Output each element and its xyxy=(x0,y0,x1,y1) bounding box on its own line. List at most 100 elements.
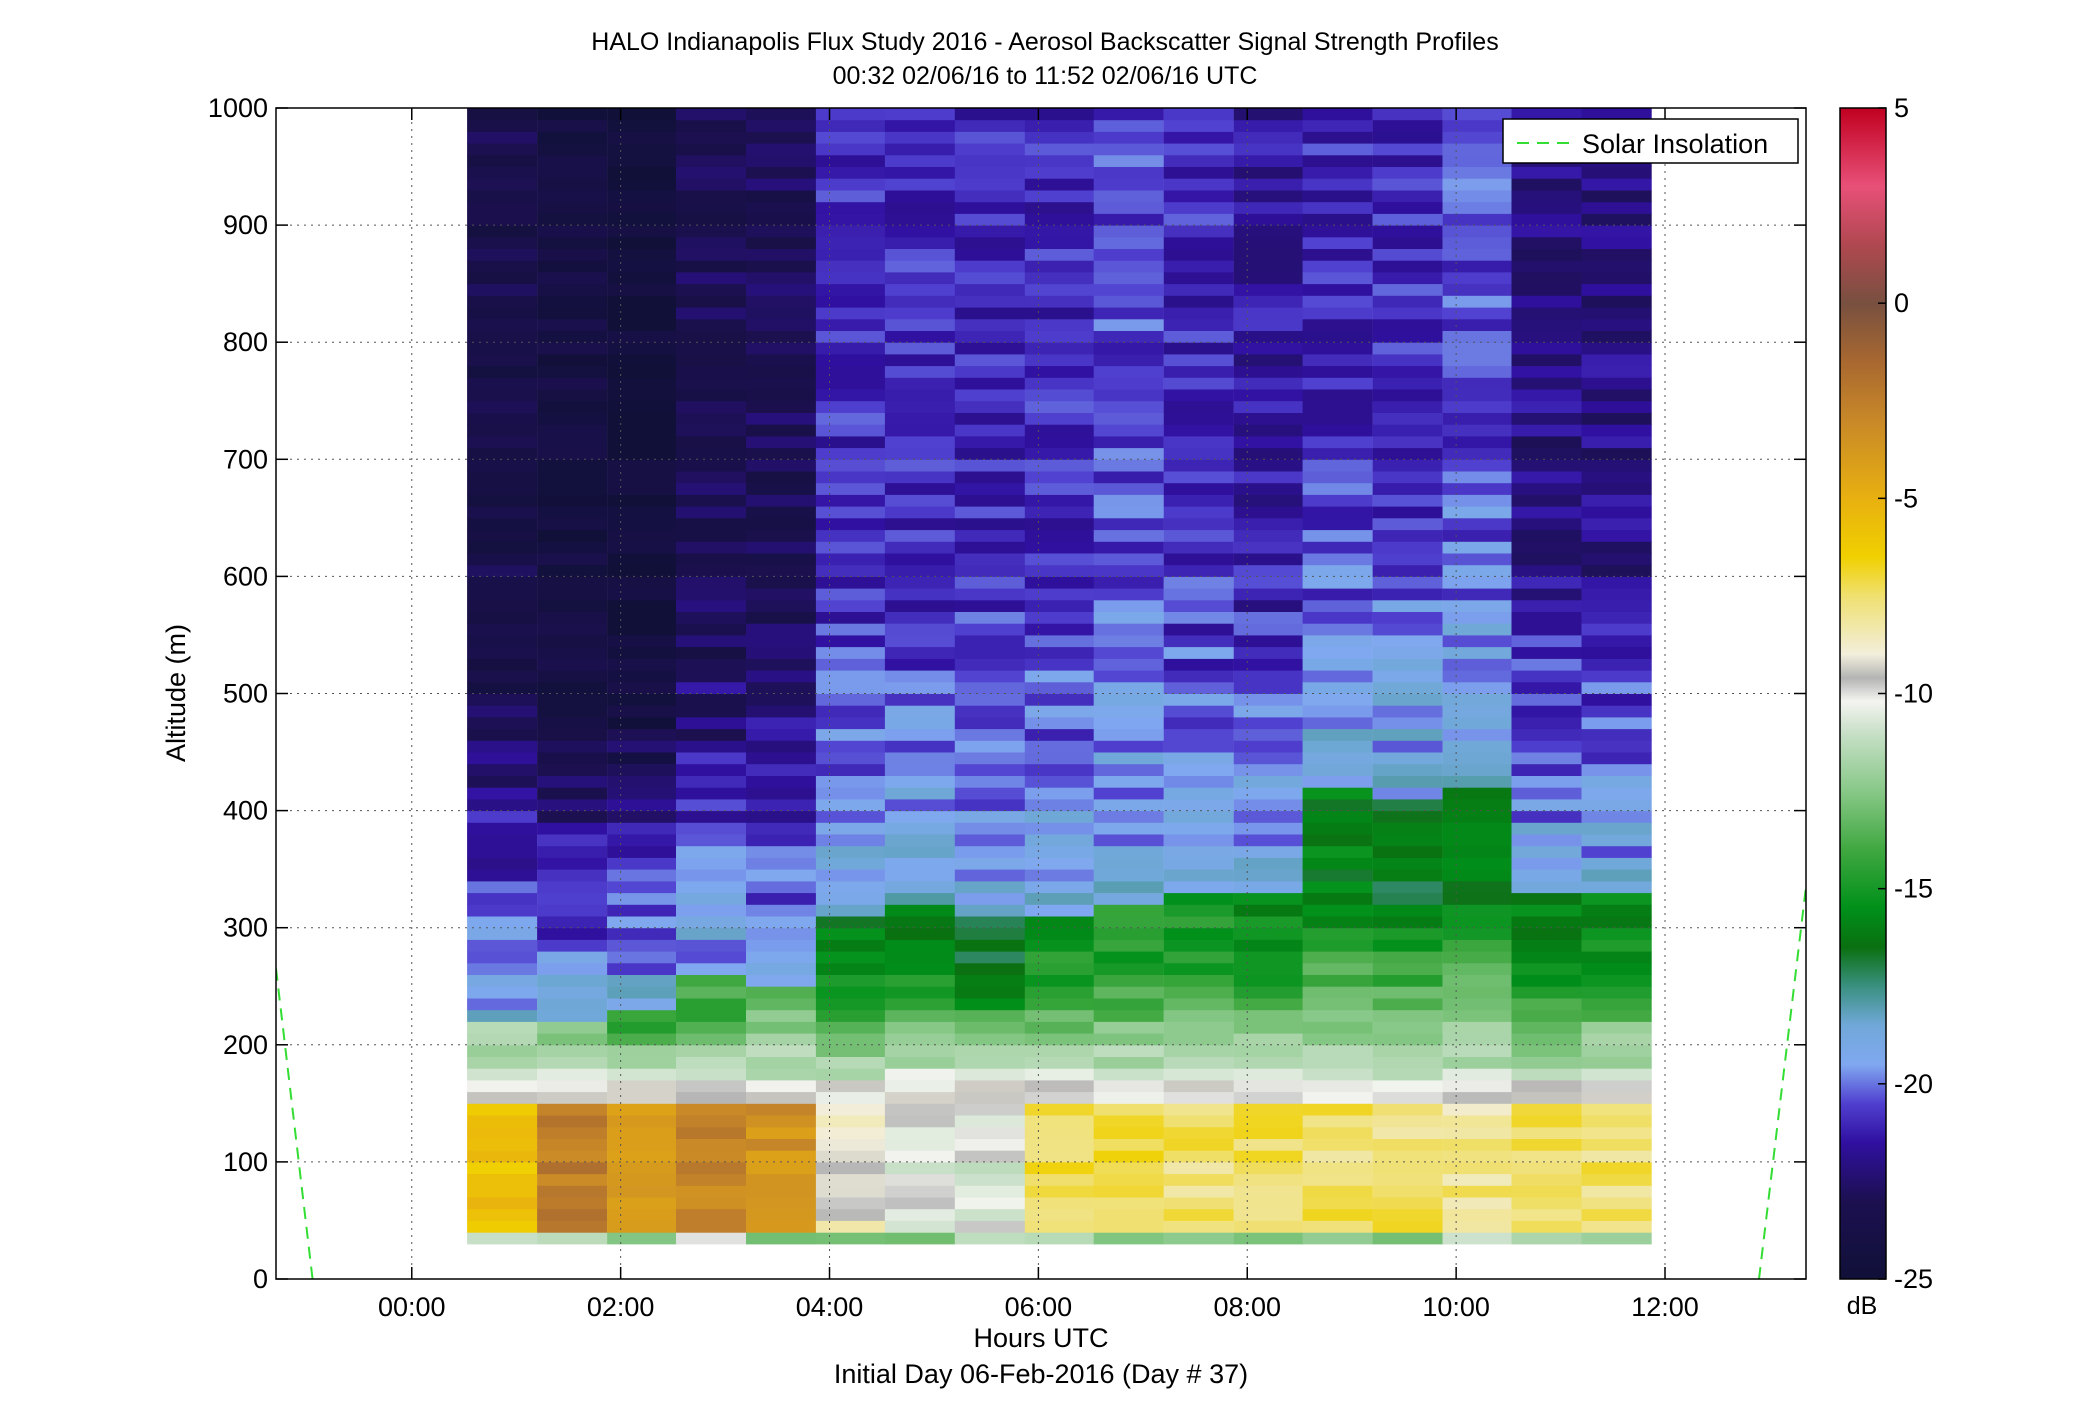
heatmap-cell xyxy=(537,634,608,648)
heatmap-cell xyxy=(884,611,956,624)
heatmap-cell xyxy=(1024,599,1095,612)
heatmap-cell xyxy=(1163,904,1234,917)
heatmap-cell xyxy=(1302,412,1373,425)
heatmap-cell xyxy=(1372,1197,1443,1210)
heatmap-cell xyxy=(607,1197,678,1210)
heatmap-cell xyxy=(1302,986,1373,999)
heatmap-cell xyxy=(1581,330,1652,343)
heatmap-cell xyxy=(1093,271,1164,285)
heatmap-cell xyxy=(954,927,1025,940)
heatmap-cell xyxy=(676,670,747,683)
heatmap-cell xyxy=(1372,892,1443,905)
heatmap-cell xyxy=(746,318,817,331)
heatmap-cell xyxy=(1163,236,1234,249)
heatmap-cell xyxy=(1442,1115,1513,1128)
heatmap-cell xyxy=(1233,986,1304,999)
heatmap-cell xyxy=(1581,1161,1652,1175)
heatmap-cell xyxy=(1233,588,1304,601)
heatmap-cell xyxy=(954,236,1025,249)
heatmap-cell xyxy=(884,728,956,741)
heatmap-cell xyxy=(1163,1091,1234,1104)
heatmap-cell xyxy=(1024,869,1095,882)
heatmap-cell xyxy=(1302,529,1373,542)
heatmap-cell xyxy=(1093,681,1164,694)
heatmap-cell xyxy=(1093,834,1164,847)
heatmap-cell xyxy=(884,389,956,402)
heatmap-cell xyxy=(1093,201,1164,214)
heatmap-cell xyxy=(607,1021,678,1034)
heatmap-cell xyxy=(746,916,817,929)
heatmap-cell xyxy=(954,646,1025,659)
heatmap-cell xyxy=(746,775,817,788)
heatmap-cell xyxy=(1163,471,1234,484)
heatmap-cell xyxy=(1442,307,1513,320)
heatmap-cell xyxy=(1511,716,1582,730)
heatmap-cell xyxy=(746,1150,817,1163)
heatmap-cell xyxy=(1233,670,1304,683)
heatmap-cell xyxy=(1442,412,1513,425)
heatmap-cell xyxy=(537,553,608,566)
heatmap-cell xyxy=(537,342,608,355)
heatmap-cell xyxy=(1442,494,1513,507)
heatmap-cell xyxy=(746,904,817,917)
heatmap-cell xyxy=(954,435,1025,449)
heatmap-cell xyxy=(676,658,747,671)
heatmap-cell xyxy=(607,880,678,894)
heatmap-cell xyxy=(1233,693,1304,706)
heatmap-cell xyxy=(1511,541,1582,554)
heatmap-cell xyxy=(884,588,956,601)
heatmap-cell xyxy=(746,716,817,730)
heatmap-cell xyxy=(815,1115,887,1128)
heatmap-cell xyxy=(1163,798,1234,812)
heatmap-cell xyxy=(467,845,538,858)
heatmap-cell xyxy=(1511,962,1582,975)
heatmap-cell xyxy=(1302,1197,1373,1210)
heatmap-cell xyxy=(1511,1208,1582,1221)
heatmap-cell xyxy=(676,775,747,788)
heatmap-cell xyxy=(1093,939,1164,952)
heatmap-cell xyxy=(537,740,608,753)
heatmap-cell xyxy=(1511,225,1582,238)
heatmap-cell xyxy=(815,904,887,917)
heatmap-cell xyxy=(954,517,1025,531)
heatmap-cell xyxy=(1233,482,1304,495)
heatmap-cell xyxy=(1233,459,1304,472)
heatmap-cell xyxy=(815,541,887,554)
heatmap-cell xyxy=(676,295,747,308)
heatmap-cell xyxy=(1163,295,1234,308)
heatmap-cell xyxy=(884,248,956,261)
heatmap-cell xyxy=(1233,845,1304,858)
heatmap-cell xyxy=(1581,716,1652,730)
y-axis-label: Altitude (m) xyxy=(161,624,191,762)
heatmap-cell xyxy=(815,951,887,964)
heatmap-cell xyxy=(1093,845,1164,858)
heatmap-cell xyxy=(1442,517,1513,531)
heatmap-cell xyxy=(607,400,678,413)
heatmap-cell xyxy=(1093,1150,1164,1163)
heatmap-cell xyxy=(815,705,887,718)
heatmap-cell xyxy=(676,998,747,1011)
heatmap-cell xyxy=(1442,810,1513,823)
heatmap-cell xyxy=(815,529,887,542)
heatmap-cell xyxy=(1302,1161,1373,1175)
heatmap-cell xyxy=(676,1208,747,1221)
heatmap-cell xyxy=(1442,951,1513,964)
heatmap-cell xyxy=(1511,1138,1582,1151)
heatmap-cell xyxy=(746,634,817,648)
heatmap-cell xyxy=(1024,1138,1095,1151)
heatmap-cell xyxy=(954,576,1025,589)
heatmap-cell xyxy=(467,693,538,706)
heatmap-cell xyxy=(676,1021,747,1034)
heatmap-cell xyxy=(1302,353,1373,367)
heatmap-cell xyxy=(1442,295,1513,308)
heatmap-cell xyxy=(746,740,817,753)
heatmap-cell xyxy=(1233,916,1304,929)
heatmap-cell xyxy=(1511,529,1582,542)
heatmap-cell xyxy=(676,225,747,238)
heatmap-cell xyxy=(1233,529,1304,542)
heatmap-cell xyxy=(537,424,608,437)
heatmap-cell xyxy=(1581,283,1652,296)
heatmap-cell xyxy=(1163,634,1234,648)
heatmap-cell xyxy=(1302,658,1373,671)
heatmap-cell xyxy=(815,845,887,858)
